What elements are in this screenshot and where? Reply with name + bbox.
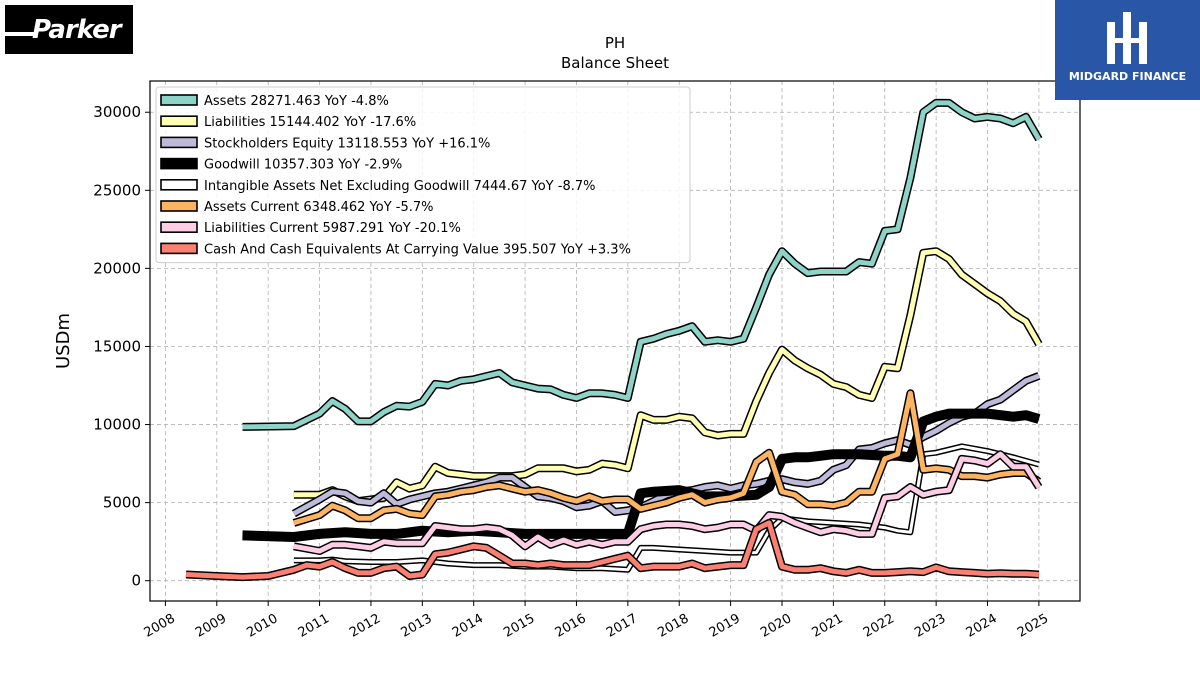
legend-swatch bbox=[160, 94, 198, 106]
series-line bbox=[293, 451, 1042, 554]
series-1 bbox=[293, 247, 1043, 506]
series-5 bbox=[292, 389, 1042, 527]
legend-swatch bbox=[160, 221, 198, 233]
legend-label: Stockholders Equity 13118.553 YoY +16.1% bbox=[204, 136, 490, 151]
legend-label: Liabilities 15144.402 YoY -17.6% bbox=[204, 115, 416, 130]
legend-swatch bbox=[160, 115, 198, 127]
parker-logo-text: Parker bbox=[32, 15, 122, 45]
x-tick-label: 2014 bbox=[450, 611, 486, 641]
legend-swatch bbox=[160, 242, 198, 255]
series-line bbox=[293, 444, 1040, 572]
x-tick-label: 2017 bbox=[604, 611, 640, 641]
y-tick-label: 15000 bbox=[93, 337, 141, 355]
series-line bbox=[185, 520, 1040, 580]
x-tick-label: 2024 bbox=[964, 611, 1000, 641]
logo-bar bbox=[5, 32, 37, 36]
x-tick-label: 2020 bbox=[758, 611, 794, 641]
series-7 bbox=[185, 518, 1040, 582]
legend-item: Intangible Assets Net Excluding Goodwill… bbox=[160, 179, 595, 194]
legend-label: Assets Current 6348.462 YoY -5.7% bbox=[204, 200, 434, 215]
legend-item: Stockholders Equity 13118.553 YoY +16.1% bbox=[160, 136, 490, 151]
series-line bbox=[242, 100, 1042, 430]
x-tick-label: 2016 bbox=[553, 611, 589, 641]
y-tick-label: 10000 bbox=[93, 416, 141, 434]
parker-logo: Parker bbox=[5, 5, 133, 54]
legend-label: Goodwill 10357.303 YoY -2.9% bbox=[204, 158, 402, 173]
x-tick-label: 2021 bbox=[810, 611, 846, 641]
x-tick-label: 2013 bbox=[398, 611, 434, 641]
x-tick-label: 2019 bbox=[707, 611, 743, 641]
series-line bbox=[293, 390, 1041, 526]
y-tick-label: 25000 bbox=[93, 181, 141, 199]
series-line bbox=[293, 248, 1042, 504]
legend-item: Goodwill 10357.303 YoY -2.9% bbox=[160, 157, 402, 173]
legend-label: Assets 28271.463 YoY -4.8% bbox=[204, 94, 389, 109]
chart-title: PH bbox=[605, 34, 625, 52]
y-tick-label: 0 bbox=[131, 572, 141, 590]
legend-item: Assets Current 6348.462 YoY -5.7% bbox=[160, 200, 434, 215]
series-0 bbox=[242, 98, 1043, 431]
legend-swatch bbox=[160, 200, 198, 212]
legend-label: Cash And Cash Equivalents At Carrying Va… bbox=[204, 242, 631, 257]
legend-item: Cash And Cash Equivalents At Carrying Va… bbox=[160, 242, 631, 257]
plot-frame bbox=[149, 80, 1081, 602]
midgard-finance-logo: MIDGARD FINANCE bbox=[1055, 0, 1200, 100]
x-tick-label: 2011 bbox=[296, 611, 332, 641]
legend-box bbox=[155, 86, 691, 264]
y-tick-label: 5000 bbox=[103, 494, 141, 512]
legend-swatch bbox=[160, 136, 198, 149]
y-axis-label: USDm bbox=[53, 313, 74, 369]
x-tick-label: 2012 bbox=[347, 611, 383, 641]
series-4 bbox=[293, 443, 1040, 573]
legend: Assets 28271.463 YoY -4.8% Liabilities 15… bbox=[155, 86, 691, 264]
x-tick-label: 2018 bbox=[655, 611, 691, 641]
x-tick-label: 2010 bbox=[244, 611, 280, 641]
legend-item: Liabilities Current 5987.291 YoY -20.1% bbox=[160, 221, 461, 236]
legend-swatch bbox=[160, 157, 198, 170]
series-line-outline bbox=[293, 247, 1043, 506]
legend-item: Assets 28271.463 YoY -4.8% bbox=[160, 94, 389, 109]
legend-label: Liabilities Current 5987.291 YoY -20.1% bbox=[204, 221, 461, 236]
legend-label: Intangible Assets Net Excluding Goodwill… bbox=[204, 179, 595, 194]
chart-subtitle: Balance Sheet bbox=[561, 54, 669, 72]
x-tick-label: 2009 bbox=[193, 611, 229, 641]
x-tick-label: 2023 bbox=[912, 611, 948, 641]
legend-swatch bbox=[160, 179, 198, 191]
x-tick-label: 2022 bbox=[861, 611, 897, 641]
x-tick-label: 2015 bbox=[501, 611, 537, 641]
x-tick-label: 2008 bbox=[142, 611, 178, 641]
midgard-emblem-icon bbox=[1107, 12, 1147, 64]
y-tick-label: 20000 bbox=[93, 259, 141, 277]
legend-item: Liabilities 15144.402 YoY -17.6% bbox=[160, 115, 416, 130]
series-6 bbox=[293, 450, 1043, 555]
midgard-finance-text: MIDGARD FINANCE bbox=[1068, 70, 1187, 83]
series-lines bbox=[185, 98, 1043, 582]
y-tick-label: 30000 bbox=[93, 103, 141, 121]
x-tick-label: 2025 bbox=[1015, 611, 1051, 641]
